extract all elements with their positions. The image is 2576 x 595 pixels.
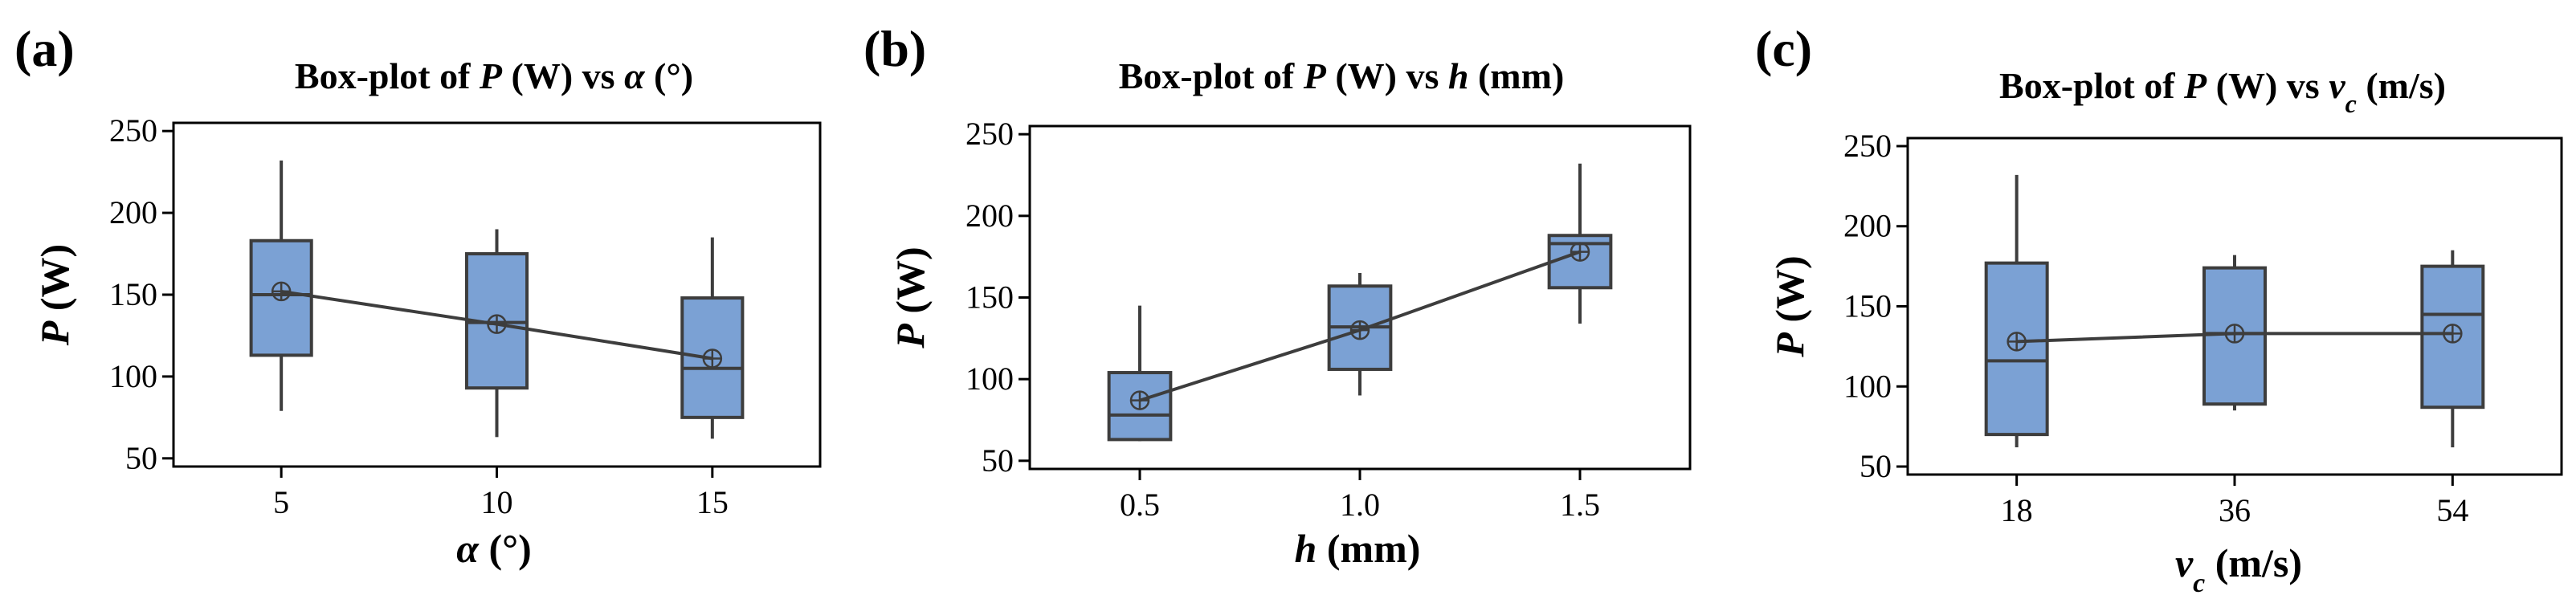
x-tick-label: 5 (273, 484, 289, 520)
x-axis-label: α (°) (456, 526, 531, 571)
mean-marker (702, 348, 723, 369)
y-tick-label: 150 (965, 279, 1014, 316)
y-tick-label: 200 (965, 198, 1014, 234)
mean-marker (271, 281, 292, 302)
x-axis-label: vc (m/s) (2175, 540, 2302, 595)
y-tick-label: 100 (109, 358, 157, 394)
y-axis-label: P (W) (1767, 255, 1812, 357)
chart-title: Box-plot of P (W) vs h (mm) (1119, 55, 1565, 96)
y-tick-label: 200 (109, 194, 157, 230)
y-tick-label: 250 (109, 112, 157, 149)
chart-title: Box-plot of P (W) vs vc (m/s) (1999, 65, 2446, 118)
y-tick-label: 150 (109, 276, 157, 312)
chart-title: Box-plot of P (W) vs α (°) (295, 55, 693, 96)
x-tick-label: 10 (481, 484, 513, 520)
chart-panel-c: (c) Box-plot of P (W) vs vc (m/s) 50 100 150… (1755, 20, 2563, 595)
y-tick-label: 100 (965, 361, 1014, 397)
mean-marker (1129, 390, 1150, 410)
box-18 (1984, 174, 2049, 448)
box-15 (680, 237, 745, 439)
box-54 (2420, 250, 2485, 448)
panel-letter: (a) (14, 20, 75, 77)
mean-marker (1349, 320, 1370, 340)
panel-letter: (b) (863, 20, 926, 77)
x-axis-label: h (mm) (1295, 526, 1421, 571)
y-tick-label: 100 (1843, 368, 1892, 404)
iqr-box (1107, 371, 1173, 442)
y-axis-label: P (W) (888, 247, 933, 348)
panel-letter: (c) (1755, 20, 1812, 77)
mean-marker (2443, 324, 2463, 344)
x-tick-label: 0.5 (1120, 487, 1160, 523)
x-tick-label: 36 (2219, 492, 2251, 528)
chart-panel-b: (b) Box-plot of P (W) vs h (mm) 50 100 150 20… (863, 20, 1692, 571)
y-tick-label: 150 (1843, 288, 1892, 324)
y-tick-label: 50 (982, 442, 1014, 479)
mean-marker (2007, 332, 2027, 352)
y-tick-label: 250 (965, 116, 1014, 152)
x-tick-label: 54 (2436, 492, 2468, 528)
y-tick-label: 200 (1843, 208, 1892, 244)
box-1.0 (1327, 273, 1393, 396)
x-tick-label: 1.5 (1560, 487, 1600, 523)
chart-panel-a: (a) Box-plot of P (W) vs α (°) 50 100 150 200… (14, 20, 822, 571)
x-tick-label: 1.0 (1340, 487, 1380, 523)
mean-marker (487, 314, 507, 334)
x-tick-label: 18 (2001, 492, 2033, 528)
box-0.5 (1107, 305, 1173, 442)
y-tick-label: 50 (1860, 448, 1892, 484)
y-tick-label: 50 (125, 440, 157, 476)
y-tick-label: 250 (1843, 128, 1892, 164)
x-tick-label: 15 (696, 484, 729, 520)
mean-marker (1570, 242, 1590, 262)
y-axis-label: P (W) (32, 244, 77, 346)
mean-marker (2224, 324, 2245, 344)
